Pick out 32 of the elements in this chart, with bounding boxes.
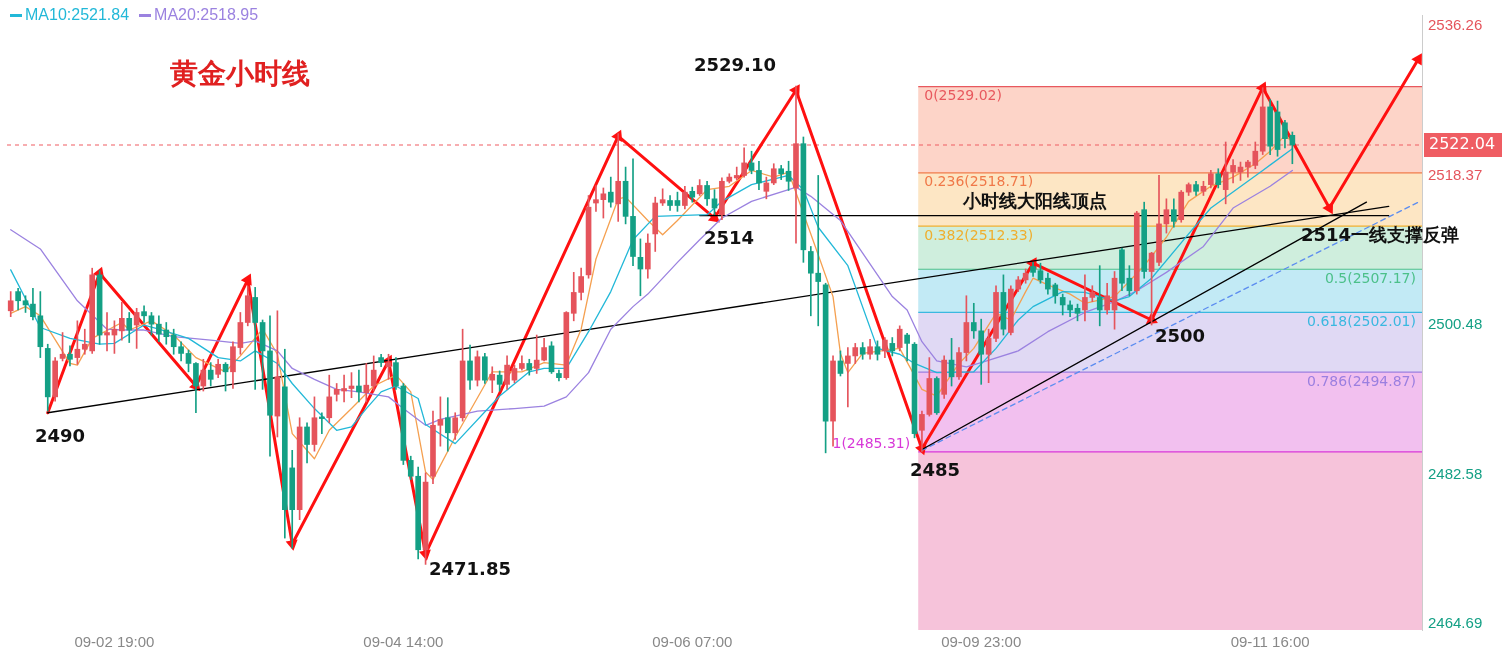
annotation: 2490 (34, 425, 86, 447)
x-tick-label: 09-09 23:00 (941, 633, 1022, 651)
legend-label: MA10:2521.84 (25, 6, 130, 23)
x-tick-label: 09-02 19:00 (74, 633, 155, 651)
annotation: 2485 (909, 458, 961, 480)
legend-label: MA20:2518.95 (154, 6, 259, 23)
annotation: 2500 (1154, 324, 1206, 346)
y-tick-label: 2464.69 (1428, 614, 1483, 632)
ref-line-label: 0.236(2518.71) (924, 173, 1034, 190)
ref-line-label: 0(2529.02) (924, 87, 1002, 104)
ref-line-label: 0.618(2502.01) (1307, 313, 1416, 330)
point (1411, 53, 1422, 66)
annotation: 2529.10 (694, 53, 776, 75)
y-tick-label: 2536.26 (1428, 16, 1483, 34)
ref-line-label: 0.382(2512.33) (924, 226, 1034, 243)
annotation: 小时线大阳线顶点 (962, 190, 1107, 212)
ref-line-label: 2522.04 (1429, 134, 1496, 154)
annotation: 2514 (703, 226, 755, 248)
x-tick-label: 09-11 16:00 (1230, 633, 1310, 651)
ref-line-label: 0.5(2507.17) (1324, 269, 1416, 286)
x-tick-label: 09-06 07:00 (652, 633, 733, 651)
ref-line-label: 1(2485.31) (832, 434, 911, 451)
point (1322, 202, 1333, 215)
annotation: 2471.85 (429, 557, 511, 579)
point (240, 273, 252, 286)
annotation: 2514一线支撑反弹 (1300, 223, 1460, 245)
x-tick-label: 09-04 14:00 (363, 633, 444, 651)
ref-line-label: 0.786(2494.87) (1307, 372, 1416, 389)
y-tick-label: 2482.58 (1428, 464, 1483, 482)
y-tick-label: 2500.48 (1428, 315, 1483, 333)
text: 黄金小时线 (170, 57, 310, 91)
y-tick-label: 2518.37 (1428, 165, 1483, 183)
